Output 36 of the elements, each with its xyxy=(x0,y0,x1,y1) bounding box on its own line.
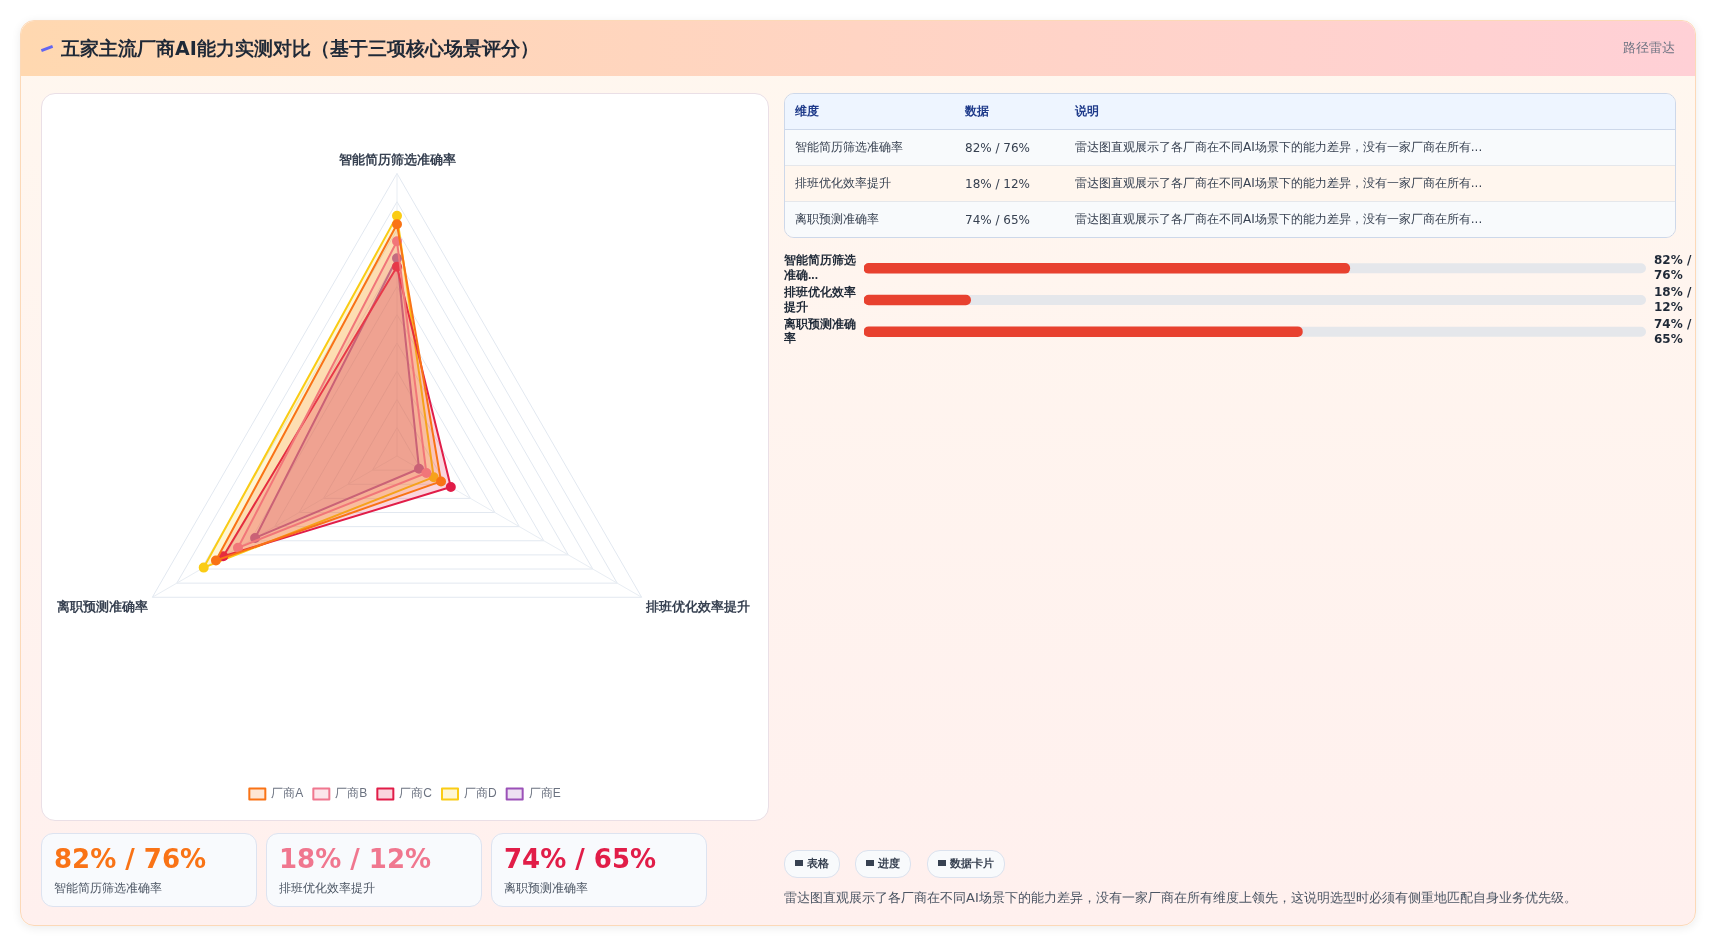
legend-label: 厂商C xyxy=(399,786,433,801)
y-tick-label: 排班优化效率提升 xyxy=(783,285,856,314)
legend-label: 厂商B xyxy=(335,786,368,801)
text: 雷达图直观展示了各厂商在不同AI场景下的能力差异，没有一家厂商在所有... xyxy=(1065,202,1675,237)
spoke-label: 离职预测准确率 xyxy=(56,599,148,615)
text: 智能简历筛选准确率 xyxy=(785,130,955,166)
text: 离职预测准确率 xyxy=(504,880,588,897)
text: 18% / 12% xyxy=(279,844,432,874)
text: 18% / 12% xyxy=(955,166,1065,202)
legend-label: 厂商D xyxy=(464,786,497,801)
y-tick-label: 离职预测准确率 xyxy=(783,316,856,346)
text: 进度 xyxy=(855,850,911,878)
data-label: 74% / 65% xyxy=(1654,316,1692,346)
text: 路径雷达 xyxy=(1623,39,1675,57)
text: 排班优化效率提升 xyxy=(279,880,375,897)
text: 82% / 76% xyxy=(955,130,1065,166)
text: 维度 xyxy=(785,94,955,130)
spoke-label: 排班优化效率提升 xyxy=(645,599,750,615)
text: 82% / 76% xyxy=(54,844,207,874)
legend-label: 厂商A xyxy=(271,786,304,801)
text: 数据卡片 xyxy=(927,850,1005,878)
text: 雷达图直观展示了各厂商在不同AI场景下的能力差异，没有一家厂商在所有... xyxy=(1065,130,1675,166)
text: 雷达图直观展示了各厂商在不同AI场景下的能力差异，没有一家厂商在所有... xyxy=(1065,166,1675,202)
text: 数据 xyxy=(955,94,1065,130)
text: 说明 xyxy=(1065,94,1675,130)
y-tick-label: 智能简历筛选准确... xyxy=(783,253,856,282)
chart-title: 五家主流厂商AI能力实测对比（基于三项核心场景评分） xyxy=(61,36,539,61)
data-label: 82% / 76% xyxy=(1654,253,1692,283)
data-label: 18% / 12% xyxy=(1654,285,1692,315)
text: 智能简历筛选准确率 xyxy=(54,880,162,897)
text: 74% / 65% xyxy=(504,844,657,874)
legend-label: 厂商E xyxy=(528,786,561,801)
spoke-label: 智能简历筛选准确率 xyxy=(337,152,456,168)
text: 表格 xyxy=(784,850,840,878)
text: 雷达图直观展示了各厂商在不同AI场景下的能力差异，没有一家厂商在所有维度上领先，这说明选型时必须有侧重地匹配自身业务优先级。 xyxy=(784,889,1577,907)
text: 74% / 65% xyxy=(955,202,1065,237)
